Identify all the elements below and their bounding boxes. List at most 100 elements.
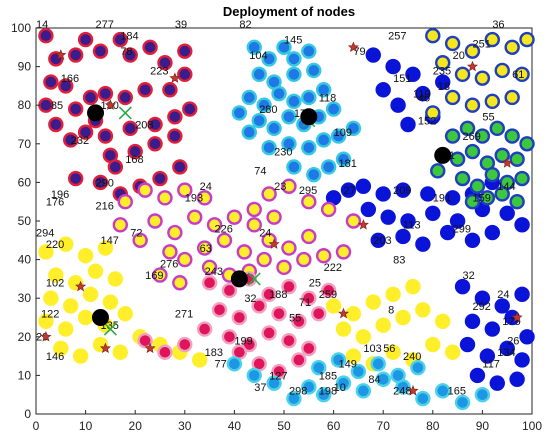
node-point (147, 213, 163, 229)
node-point (177, 251, 193, 268)
y-tick-label: 50 (18, 214, 32, 228)
node-point (400, 213, 416, 229)
node-point (251, 298, 267, 314)
node-point (261, 325, 277, 341)
node-id-label: 82 (239, 19, 251, 31)
node-id-label: 37 (254, 382, 266, 394)
node-point (469, 367, 486, 384)
node-point (459, 120, 476, 137)
node-point (335, 375, 352, 391)
node-id-label: 208 (135, 119, 153, 131)
node-id-label: 146 (46, 351, 64, 363)
node-id-label: 230 (274, 146, 292, 158)
node-point (122, 120, 138, 137)
node-id-label: 257 (388, 31, 406, 43)
node-point (102, 294, 119, 310)
node-point (494, 298, 510, 314)
node-point (335, 321, 352, 337)
node-point (464, 43, 481, 59)
node-point (196, 240, 213, 256)
node-point (514, 286, 530, 303)
node-point (162, 244, 178, 260)
node-point (77, 124, 94, 140)
star-marker (347, 41, 359, 52)
node-point (137, 82, 153, 98)
node-id-label: 78 (120, 46, 132, 58)
sink-node (300, 108, 318, 126)
node-point (206, 217, 223, 233)
node-point (301, 43, 317, 59)
node-point (261, 139, 277, 156)
node-point (444, 190, 461, 206)
node-point (395, 309, 411, 326)
star-marker (338, 307, 350, 319)
node-point (167, 224, 183, 241)
node-id-label: 55 (289, 312, 301, 324)
node-point (63, 132, 79, 148)
node-point (276, 259, 292, 276)
node-point (167, 128, 183, 144)
node-point (415, 390, 431, 407)
node-point (350, 363, 367, 380)
node-point (301, 139, 317, 156)
node-point (435, 74, 451, 90)
node-point (281, 278, 297, 295)
node-point (251, 66, 267, 83)
node-point (454, 394, 471, 411)
node-point (301, 379, 317, 395)
node-id-label: 32 (463, 270, 475, 282)
x-tick-label: 50 (277, 419, 291, 433)
star-marker (55, 49, 67, 60)
node-point (489, 375, 505, 391)
node-point (48, 267, 64, 283)
y-tick-label: 10 (18, 368, 32, 382)
node-point (395, 228, 411, 245)
node-point (385, 286, 401, 303)
node-point (454, 278, 471, 295)
x-tick-label: 70 (377, 419, 391, 433)
node-id-label: 118 (319, 92, 337, 104)
x-tick-label: 100 (522, 419, 542, 433)
node-id-label: 84 (368, 374, 380, 386)
node-point (38, 244, 54, 260)
node-point (484, 93, 501, 110)
node-id-label: 280 (259, 104, 277, 116)
node-point (187, 209, 203, 225)
node-point (435, 55, 451, 71)
node-point (494, 62, 510, 79)
node-id-label: 77 (215, 359, 227, 371)
node-id-label: 185 (319, 370, 337, 382)
node-id-label: 18 (438, 81, 450, 93)
node-point (489, 120, 505, 137)
node-point (182, 101, 198, 117)
node-id-label: 24 (259, 227, 271, 239)
node-point (320, 201, 337, 218)
node-point (484, 224, 501, 241)
node-point (390, 97, 406, 113)
node-point (281, 178, 297, 194)
node-id-label: 223 (150, 65, 168, 77)
node-point (494, 186, 510, 202)
node-point (172, 275, 188, 291)
node-id-label: 166 (61, 73, 79, 85)
node-id-label: 259 (319, 289, 337, 301)
node-id-label: 235 (433, 65, 451, 77)
y-tick-label: 90 (18, 60, 32, 74)
x-tick-label: 60 (327, 419, 341, 433)
node-point (152, 170, 168, 187)
node-id-label: 20 (453, 50, 465, 62)
node-point (375, 82, 391, 98)
node-point (405, 278, 421, 295)
node-point (320, 159, 337, 175)
node-id-label: 122 (41, 309, 59, 321)
node-id-label: 277 (96, 19, 114, 31)
node-point (196, 321, 213, 337)
y-tick-label: 20 (18, 330, 32, 344)
node-point (246, 367, 262, 384)
chart-title: Deployment of nodes (223, 4, 355, 19)
node-point (291, 313, 307, 330)
node-point (77, 31, 94, 48)
node-point (449, 213, 466, 229)
node-id-label: 196 (51, 189, 69, 201)
node-id-label: 25 (309, 278, 321, 290)
